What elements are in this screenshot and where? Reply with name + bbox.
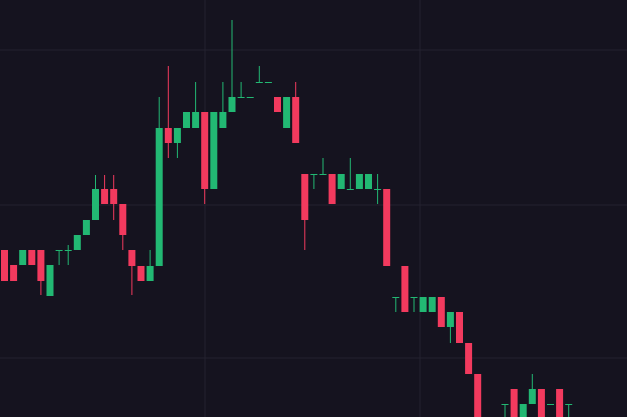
candle-body [183, 112, 190, 128]
candle-body [501, 404, 509, 405]
candle-body [82, 220, 90, 235]
candle-body [246, 97, 254, 98]
candle-body [392, 297, 400, 298]
candle-body [556, 389, 564, 417]
candle-body [28, 250, 36, 265]
candle-body [10, 265, 18, 281]
candle-body [537, 389, 545, 417]
candle-body [110, 189, 118, 204]
candle-body [283, 97, 291, 128]
candle-body [137, 266, 145, 281]
candle-body [337, 174, 345, 189]
candle-body [328, 174, 336, 204]
candle-body [401, 266, 409, 312]
candle-body [465, 343, 473, 374]
candle-body [73, 235, 81, 250]
candle-body [64, 250, 72, 251]
candle-body [419, 297, 427, 312]
candle-body [1, 250, 8, 281]
candle-body [474, 374, 482, 417]
candle-body [155, 128, 163, 266]
candle-body [410, 297, 418, 298]
candle-body [355, 174, 363, 189]
candle-body [37, 250, 45, 281]
candle-body [365, 174, 372, 189]
candle-body [292, 97, 300, 143]
candle-body [346, 189, 354, 190]
candle-body [210, 112, 218, 189]
candle-body [565, 404, 573, 405]
candle-body [547, 404, 554, 405]
candle-body [274, 97, 281, 112]
candle-body [456, 312, 463, 343]
candle-body [55, 250, 63, 251]
candle-body [428, 297, 436, 312]
candle-body [264, 82, 272, 83]
candle-body [46, 265, 54, 296]
candle-body [437, 297, 445, 327]
candle-body [374, 189, 382, 190]
candle-body [101, 189, 109, 204]
candle-body [255, 82, 263, 83]
candle-body [310, 174, 318, 175]
candle-body [173, 128, 181, 143]
candle-body [146, 266, 154, 281]
candle-body [519, 404, 527, 417]
candle-body [192, 112, 200, 128]
candle-body [19, 250, 27, 265]
candle-body [237, 97, 245, 98]
candle-body [528, 389, 536, 404]
candle-body [446, 312, 454, 327]
candle-body [128, 250, 136, 266]
candle-body [301, 174, 309, 220]
candle-body [319, 174, 327, 175]
candle-body [219, 112, 227, 128]
candle-body [164, 128, 172, 143]
candle-body [201, 112, 209, 189]
candle-body [510, 389, 518, 417]
candle-body [119, 204, 127, 235]
candle-body [92, 189, 99, 220]
candle-body [383, 189, 391, 266]
candle-body [228, 97, 236, 112]
